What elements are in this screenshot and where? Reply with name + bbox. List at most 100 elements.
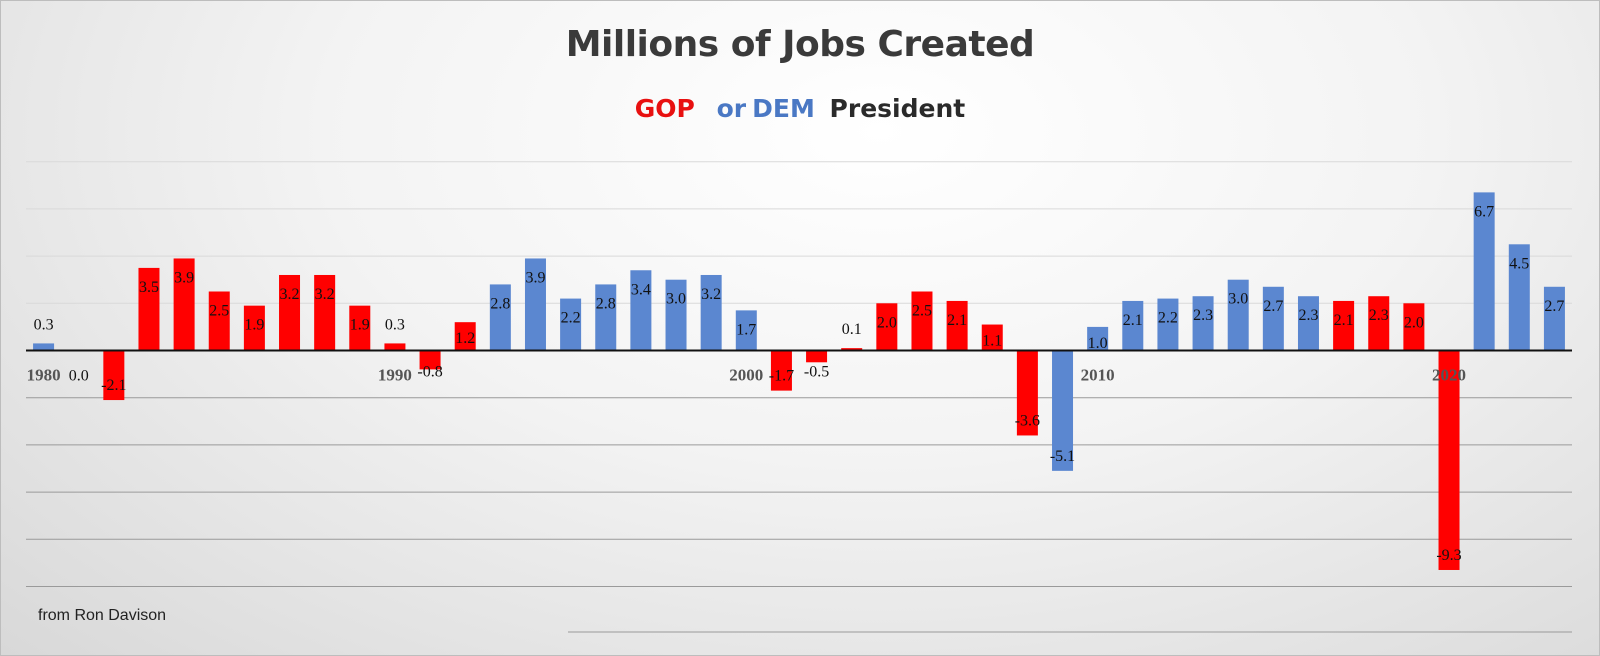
bar-1999 [700,274,722,351]
data-label-2019: 2.0 [1404,314,1424,331]
data-label-1983: 3.5 [139,279,159,296]
bar-2001 [770,350,792,391]
bar-1997 [630,270,652,351]
bar-2015 [1262,286,1284,351]
bar-1983 [138,267,160,351]
bar-2010 [1087,326,1109,351]
bar-1984 [173,258,195,351]
x-tick-label: 2010 [1081,366,1115,385]
data-label-2004: 2.0 [877,314,897,331]
data-label-2020: -9.3 [1436,547,1461,564]
bar-2016 [1297,296,1319,351]
data-label-1984: 3.9 [174,269,194,286]
data-label-2017: 2.1 [1334,312,1354,329]
data-label-1985: 2.5 [209,303,229,320]
bar-1998 [665,279,687,351]
data-label-1980: 0.3 [34,316,54,333]
bar-2008 [1016,350,1038,436]
data-label-2021: 6.7 [1474,203,1494,220]
x-tick-label: 2000 [729,366,763,385]
data-label-1981: 0.0 [69,368,89,385]
bar-2023 [1543,286,1565,351]
bar-2021 [1473,192,1495,351]
data-label-2005: 2.5 [912,303,932,320]
data-label-1999: 3.2 [701,286,721,303]
bar-1986 [243,305,265,351]
data-label-2008: -3.6 [1015,412,1040,429]
bar-2022 [1508,244,1530,351]
x-tick-label: 2020 [1432,366,1466,385]
data-label-1995: 2.2 [561,310,581,327]
data-label-2022: 4.5 [1509,255,1529,272]
chart-title: Millions of Jobs Created [565,24,1035,65]
data-label-2023: 2.7 [1544,298,1564,315]
data-label-1994: 3.9 [525,269,545,286]
bar-2000 [735,310,757,351]
source-footer: from Ron Davison [38,607,167,624]
data-label-1996: 2.8 [596,295,616,312]
data-label-2003: 0.1 [842,321,862,338]
subtitle-dem: DEM [752,94,815,123]
subtitle-or: or [716,94,747,123]
bar-2017 [1333,300,1355,351]
bar-2006 [946,300,968,351]
data-label-1989: 1.9 [350,317,370,334]
bar-2013 [1192,296,1214,351]
subtitle-gop: GOP [634,94,695,123]
bar-2009 [1052,350,1074,471]
bar-1995 [560,298,582,351]
data-label-1988: 3.2 [315,286,335,303]
bar-1982 [103,350,125,401]
data-label-2002: -0.5 [804,364,829,381]
bar-1996 [595,284,617,351]
bar-2019 [1403,303,1425,351]
data-label-2012: 2.2 [1158,310,1178,327]
data-label-1991: -0.8 [417,364,442,381]
bar-1980 [33,343,55,351]
bar-1994 [524,258,546,351]
x-tick-label: 1980 [27,366,61,385]
data-label-2006: 2.1 [947,312,967,329]
data-label-2011: 2.1 [1123,312,1143,329]
data-label-1982: -2.1 [101,377,126,394]
x-tick-label: 1990 [378,366,412,385]
data-label-2014: 3.0 [1228,291,1248,308]
bar-2003 [841,348,863,351]
bar-2002 [806,350,828,363]
bar-2004 [876,303,898,351]
bar-1987 [279,274,301,351]
data-label-2000: 1.7 [736,321,756,338]
data-label-1986: 1.9 [244,317,264,334]
bar-1990 [384,343,406,351]
bar-1989 [349,305,371,351]
data-label-1993: 2.8 [490,295,510,312]
bar-1991 [419,350,441,370]
bar-1985 [208,291,230,351]
bar-1992 [454,322,476,351]
data-label-1990: 0.3 [385,316,405,333]
data-label-1997: 3.4 [631,281,651,298]
data-label-2010: 1.0 [1088,335,1108,352]
bar-1988 [314,274,336,351]
bar-1993 [489,284,511,351]
bar-2014 [1227,279,1249,351]
data-label-2016: 2.3 [1298,307,1318,324]
data-label-2001: -1.7 [769,368,794,385]
data-label-2015: 2.7 [1263,298,1283,315]
data-label-1987: 3.2 [280,286,300,303]
chart-subtitle: GOP or DEM President [0,94,1600,123]
data-label-1998: 3.0 [666,291,686,308]
bar-2012 [1157,298,1179,351]
bar-2011 [1122,300,1144,351]
data-label-2007: 1.1 [982,333,1002,350]
subtitle-president: President [829,94,966,123]
data-label-2013: 2.3 [1193,307,1213,324]
data-label-2018: 2.3 [1369,307,1389,324]
bar-2020 [1438,350,1460,570]
bar-2018 [1368,296,1390,351]
data-label-1992: 1.2 [455,330,475,347]
bar-2007 [981,324,1003,351]
bar-2005 [911,291,933,351]
data-label-2009: -5.1 [1050,448,1075,465]
